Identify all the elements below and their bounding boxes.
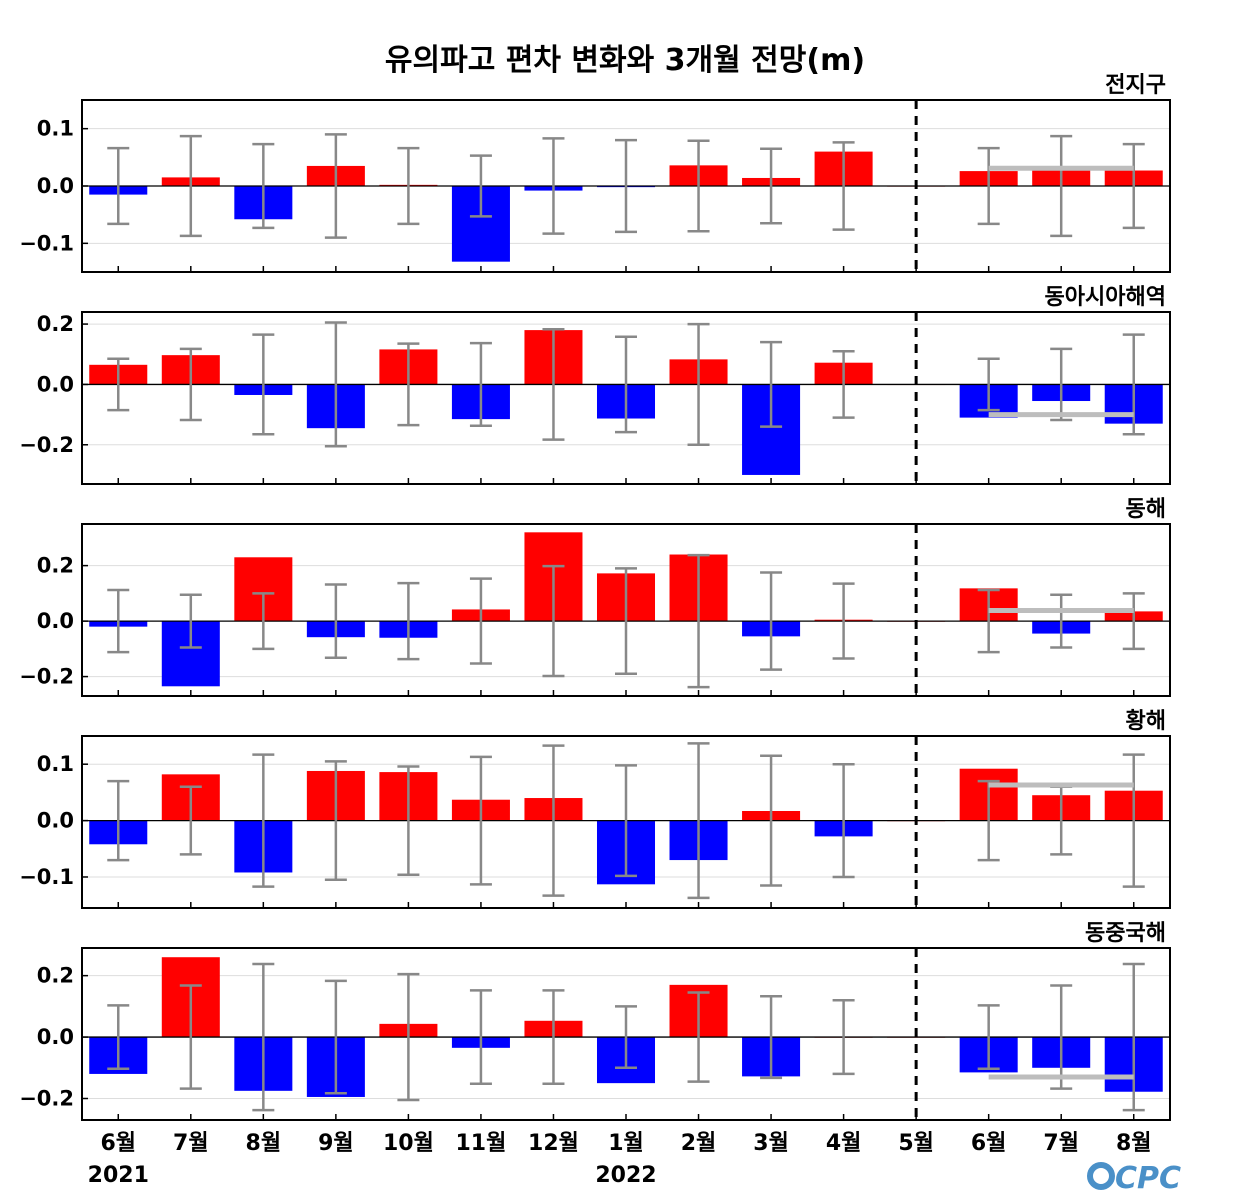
x-tick-label: 7월 — [1043, 1131, 1079, 1156]
panel-5: 동중국해 −0.2 0.0 0.2 — [19, 921, 1171, 1121]
x-tick-label: 4월 — [826, 1131, 862, 1156]
x-axis-labels: 6월 7월 8월 9월 10월 11월 12월 1월 2월 3월 4월 5월 6월 7월 8월 2021 202… — [88, 1131, 1152, 1188]
y-tick-label: −0.2 — [19, 665, 74, 689]
panel-1: 전지구 −0.1 0.0 0.1 — [19, 73, 1171, 273]
x-tick-label: 1월 — [608, 1131, 644, 1156]
x-tick-label: 10월 — [383, 1131, 434, 1156]
x-tick-label: 8월 — [1116, 1131, 1152, 1156]
panel-4: 황해 −0.1 0.0 0.1 — [19, 709, 1171, 909]
y-tick-label: 0.2 — [37, 964, 74, 988]
panel-title: 황해 — [1126, 709, 1166, 734]
y-tick-label: 0.1 — [37, 117, 74, 141]
chart-title: 유의파고 편차 변화와 3개월 전망(m) — [385, 43, 865, 78]
panel-frame — [81, 523, 1171, 697]
panel-frame — [81, 99, 1171, 273]
y-tick-label: −0.1 — [19, 231, 74, 255]
panel-2: 동아시아해역 −0.2 0.0 0.2 — [19, 285, 1171, 485]
panel-3: 동해 −0.2 0.0 0.2 — [19, 497, 1171, 697]
y-tick-label: −0.2 — [19, 433, 74, 457]
x-tick-label: 2월 — [681, 1131, 717, 1156]
y-tick-label: 0.2 — [37, 554, 74, 578]
panel-title: 동중국해 — [1085, 921, 1166, 946]
logo-globe-icon — [1087, 1162, 1115, 1190]
year-label: 2022 — [595, 1163, 656, 1188]
x-tick-label: 3월 — [753, 1131, 789, 1156]
y-tick-label: 0.2 — [37, 312, 74, 336]
panel-frame — [81, 311, 1171, 485]
panel-frame — [81, 735, 1171, 909]
y-tick-label: −0.2 — [19, 1087, 74, 1111]
x-tick-label: 8월 — [246, 1131, 282, 1156]
x-tick-label: 12월 — [528, 1131, 579, 1156]
x-tick-label: 7월 — [173, 1131, 209, 1156]
panel-title: 동해 — [1126, 497, 1166, 522]
y-tick-label: 0.0 — [37, 809, 74, 833]
y-tick-label: 0.0 — [37, 609, 74, 633]
y-tick-label: −0.1 — [19, 865, 74, 889]
x-tick-label: 5월 — [898, 1131, 934, 1156]
panel-frame — [81, 947, 1171, 1121]
panel-title: 전지구 — [1105, 73, 1166, 98]
y-tick-label: 0.1 — [37, 752, 74, 776]
y-tick-label: 0.0 — [37, 372, 74, 396]
chart-panels: 전지구 −0.1 0.0 0.1 동아시아해역 −0.2 0.0 0.2 동해 −0.2 0.0 0.… — [19, 73, 1171, 1121]
x-tick-label: 9월 — [318, 1131, 354, 1156]
y-tick-label: 0.0 — [37, 174, 74, 198]
x-tick-label: 6월 — [971, 1131, 1007, 1156]
y-tick-label: 0.0 — [37, 1025, 74, 1049]
logo-text: CPC — [1115, 1161, 1181, 1196]
panel-title: 동아시아해역 — [1045, 285, 1166, 310]
x-tick-label: 11월 — [456, 1131, 507, 1156]
x-tick-label: 6월 — [100, 1131, 136, 1156]
cpc-logo: CPC — [1087, 1161, 1181, 1196]
year-label: 2021 — [88, 1163, 149, 1188]
